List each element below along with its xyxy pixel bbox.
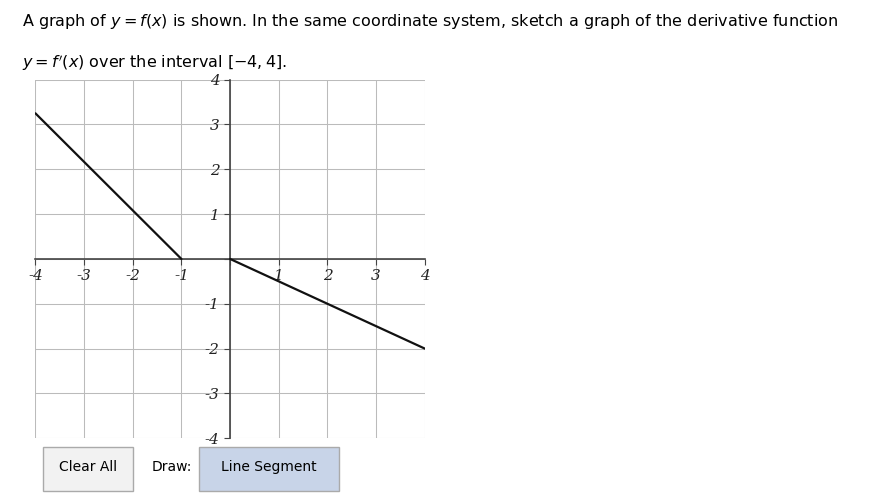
Text: Clear All: Clear All: [59, 460, 117, 474]
Text: A graph of $y = f(x)$ is shown. In the same coordinate system, sketch a graph of: A graph of $y = f(x)$ is shown. In the s…: [22, 12, 838, 31]
Text: Draw:: Draw:: [151, 460, 192, 474]
FancyBboxPatch shape: [43, 447, 133, 491]
FancyBboxPatch shape: [199, 447, 339, 491]
Text: $y = f'(x)$ over the interval $[-4, 4]$.: $y = f'(x)$ over the interval $[-4, 4]$.: [22, 52, 287, 73]
Text: Line Segment: Line Segment: [221, 460, 317, 474]
